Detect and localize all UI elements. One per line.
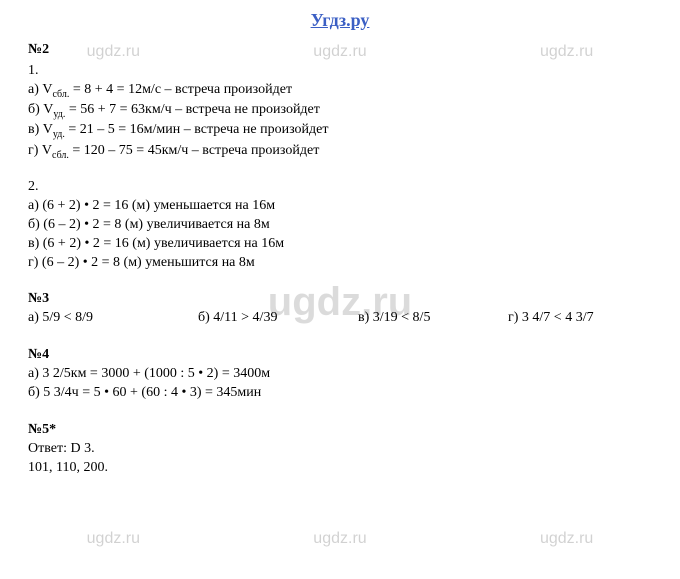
- sec2-p2-a: а) (6 + 2) • 2 = 16 (м) уменьшается на 1…: [28, 197, 652, 216]
- sec2-p1-v: в) Vуд. = 21 – 5 = 16м/мин – встреча не …: [28, 121, 652, 141]
- sec2-p2-b: б) (6 – 2) • 2 = 8 (м) увеличивается на …: [28, 216, 652, 235]
- watermark-text: ugdz.ru: [313, 530, 366, 548]
- sec5-vals: 101, 110, 200.: [28, 459, 652, 478]
- watermark-text: ugdz.ru: [87, 530, 140, 548]
- watermark-text: ugdz.ru: [540, 530, 593, 548]
- document-content: №2 1. а) Vсбл. = 8 + 4 = 12м/с – встреча…: [28, 41, 652, 478]
- sec3-v: в) 3/19 < 8/5: [358, 309, 508, 328]
- sec3-g: г) 3 4/7 < 4 3/7: [508, 309, 652, 328]
- sec5-ans: Ответ: D 3.: [28, 440, 652, 459]
- section-3-title: №3: [28, 290, 652, 309]
- page-header: Угдз.ру: [28, 10, 652, 31]
- sec2-p2-v: в) (6 + 2) • 2 = 16 (м) увеличивается на…: [28, 235, 652, 254]
- sec3-b: б) 4/11 > 4/39: [198, 309, 358, 328]
- sec2-p1-g: г) Vсбл. = 120 – 75 = 45км/ч – встреча п…: [28, 142, 652, 162]
- section-2-title: №2: [28, 41, 652, 60]
- section-4-title: №4: [28, 346, 652, 365]
- sec4-a: а) 3 2/5км = 3000 + (1000 : 5 • 2) = 340…: [28, 365, 652, 384]
- sec2-p1-a: а) Vсбл. = 8 + 4 = 12м/с – встреча произ…: [28, 81, 652, 101]
- section-2-part-2-num: 2.: [28, 178, 652, 197]
- sec3-a: а) 5/9 < 8/9: [28, 309, 198, 328]
- header-site-name: Угдз.ру: [311, 10, 370, 30]
- sec2-p2-g: г) (6 – 2) • 2 = 8 (м) уменьшится на 8м: [28, 254, 652, 273]
- sec2-p1-b: б) Vуд. = 56 + 7 = 63км/ч – встреча не п…: [28, 101, 652, 121]
- section-3-row: а) 5/9 < 8/9 б) 4/11 > 4/39 в) 3/19 < 8/…: [28, 309, 652, 328]
- watermark-row-bottom: ugdz.ru ugdz.ru ugdz.ru: [0, 530, 680, 548]
- section-2-part-1-num: 1.: [28, 62, 652, 81]
- sec4-b: б) 5 3/4ч = 5 • 60 + (60 : 4 • 3) = 345м…: [28, 384, 652, 403]
- section-5-title: №5*: [28, 421, 652, 440]
